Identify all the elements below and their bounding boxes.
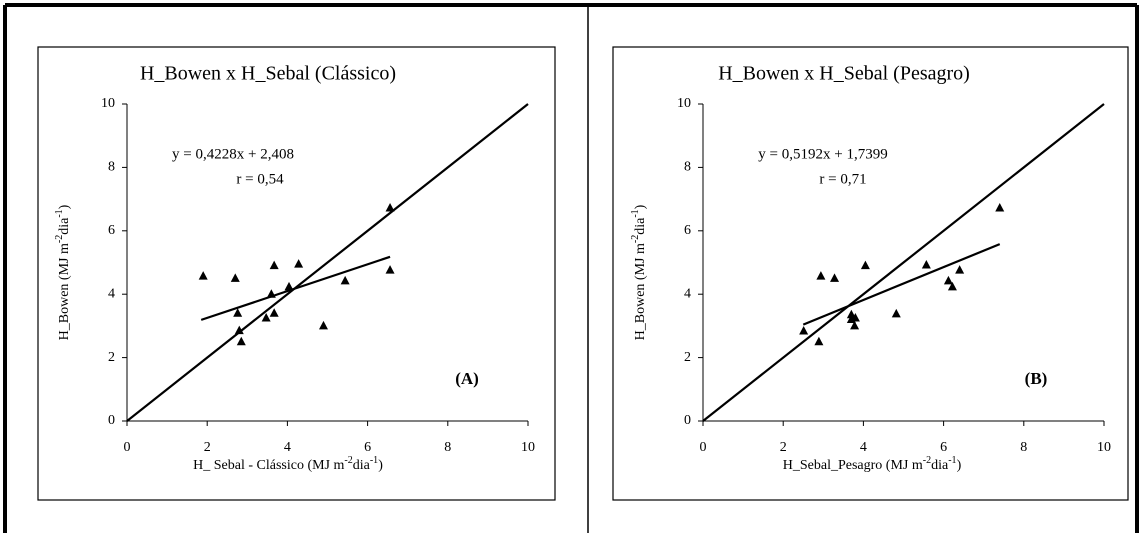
reference-line (702, 103, 1105, 422)
point (891, 308, 901, 318)
panel-box (37, 46, 556, 501)
point (269, 260, 279, 270)
label-part: H_ Sebal - Clássico (MJ m (193, 458, 344, 473)
label-part: dia (353, 458, 371, 473)
x-tick-label: 8 (1020, 440, 1027, 455)
x-tick-label: 6 (364, 440, 371, 455)
point (850, 320, 860, 330)
y-tick-label: 0 (684, 413, 691, 428)
y-tick-label: 8 (684, 160, 691, 175)
label-part: dia (633, 217, 648, 235)
point (921, 260, 931, 269)
label-part: ) (957, 458, 962, 473)
superscript: -1 (948, 455, 956, 466)
point (198, 271, 208, 280)
y-tick-label: 10 (677, 96, 691, 111)
x-tick-label: 10 (1097, 440, 1111, 455)
x-tick-label: 8 (444, 440, 451, 455)
label-part: ) (633, 204, 648, 209)
y-tick-label: 4 (684, 286, 691, 301)
point (266, 289, 276, 298)
equation: y = 0,4228x + 2,408 (172, 146, 294, 162)
point (943, 275, 953, 285)
y-tick-label: 0 (108, 413, 115, 428)
point (846, 309, 856, 319)
reference-line (126, 103, 529, 422)
point (955, 265, 965, 274)
x-tick-label: 0 (700, 440, 707, 455)
label-part: H_Bowen (MJ m (57, 243, 72, 340)
point (814, 336, 824, 346)
point (846, 314, 856, 324)
point (261, 312, 271, 322)
point (284, 281, 294, 291)
y-tick-label: 8 (108, 160, 115, 175)
point (294, 259, 304, 268)
label-part: H_Bowen (MJ m (633, 243, 648, 340)
point (385, 202, 395, 212)
x-tick-label: 10 (521, 440, 535, 455)
panel-label: (B) (1025, 369, 1048, 388)
r-value: r = 0,54 (236, 171, 284, 187)
equation: y = 0,5192x + 1,7399 (758, 146, 887, 162)
label-part: H_Sebal_Pesagro (MJ m (783, 458, 923, 473)
x-tick-label: 2 (780, 440, 787, 455)
superscript: -2 (344, 455, 352, 466)
point (830, 273, 840, 282)
y-tick-label: 4 (108, 286, 115, 301)
x-tick-label: 4 (860, 440, 867, 455)
point (385, 265, 395, 274)
superscript: -1 (370, 455, 378, 466)
y-tick-label: 6 (108, 223, 115, 238)
chart-title: H_Bowen x H_Sebal (Pesagro) (718, 63, 970, 85)
panel-box (612, 46, 1129, 501)
y-tick-label: 6 (684, 223, 691, 238)
axis-label: H_Bowen (MJ m-2dia-1) (54, 204, 72, 340)
point (318, 320, 328, 330)
axis-label: H_ Sebal - Clássico (MJ m-2dia-1) (193, 455, 383, 473)
x-tick-label: 0 (124, 440, 131, 455)
chart-title: H_Bowen x H_Sebal (Clássico) (140, 63, 396, 85)
fit-line (802, 243, 1001, 326)
superscript: -2 (54, 235, 65, 243)
r-value: r = 0,71 (819, 171, 866, 187)
axis-label: H_Bowen (MJ m-2dia-1) (630, 204, 648, 340)
point (233, 308, 243, 317)
axis-label: H_Sebal_Pesagro (MJ m-2dia-1) (783, 455, 962, 473)
point (340, 275, 350, 285)
superscript: -1 (630, 209, 641, 217)
x-tick-label: 2 (204, 440, 211, 455)
x-tick-label: 4 (284, 440, 291, 455)
fit-line (200, 255, 391, 321)
point (230, 273, 240, 282)
label-part: ) (57, 204, 72, 209)
point (816, 271, 826, 280)
point (995, 202, 1005, 212)
label-part: dia (931, 458, 949, 473)
y-tick-label: 2 (108, 350, 115, 365)
point (799, 325, 809, 335)
superscript: -2 (923, 455, 931, 466)
point (947, 281, 957, 291)
superscript: -1 (54, 209, 65, 217)
panel-label: (A) (455, 369, 479, 388)
point (236, 336, 246, 346)
y-tick-label: 2 (684, 350, 691, 365)
superscript: -2 (630, 235, 641, 243)
label-part: ) (378, 458, 383, 473)
x-tick-label: 6 (940, 440, 947, 455)
point (269, 308, 279, 317)
y-tick-label: 10 (101, 96, 115, 111)
point (860, 260, 870, 270)
label-part: dia (57, 217, 72, 235)
point (234, 325, 244, 335)
